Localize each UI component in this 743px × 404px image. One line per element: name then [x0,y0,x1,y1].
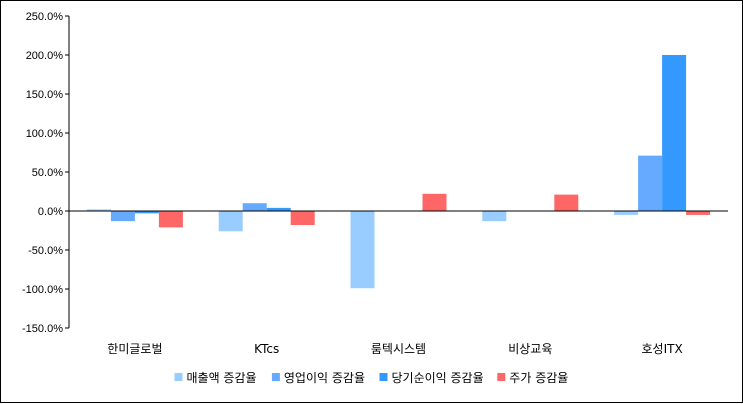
bar [290,211,315,226]
y-tick-label: 200.0% [26,50,64,62]
category-label: 호성ITX [642,342,683,356]
y-tick-label: 0.0% [38,206,63,218]
bar [662,55,687,211]
category-label: 한미글로벌 [107,342,162,356]
legend-label: 당기순이익 증감율 [392,371,484,385]
bar [110,211,135,222]
bar [686,211,711,215]
bar [482,211,507,222]
legend-label: 매출액 증감율 [187,371,257,385]
bar [158,211,183,228]
category-label: 비상교육 [508,342,552,356]
y-tick-label: -150.0% [22,323,63,335]
legend-swatch [497,373,506,381]
bar [638,155,663,211]
y-tick-label: 250.0% [26,11,64,23]
legend-swatch [379,373,388,381]
y-tick-label: 100.0% [26,128,64,140]
bar [350,211,375,289]
category-label: 룸텍시스템 [371,342,426,356]
y-axis-ticks: 250.0% 200.0% 150.0% 100.0% 50.0% 0.0% -50.0% -… [22,11,69,335]
legend-swatch [174,373,183,381]
bar [614,211,639,215]
category-label: KTcs [254,342,279,356]
legend-label: 영업이익 증감율 [284,371,365,385]
axes [68,16,728,328]
bar [422,193,447,211]
legend: 매출액 증감율 영업이익 증감율 당기순이익 증감율 주가 증감율 [174,371,568,385]
bar [134,211,159,214]
bar [86,209,111,211]
bar [554,194,579,211]
y-tick-label: -100.0% [22,284,63,296]
bars-group [86,55,711,289]
legend-label: 주가 증감율 [509,371,568,385]
bar [218,211,243,232]
category-labels: 한미글로벌 KTcs 룸텍시스템 비상교육 호성ITX [107,342,682,356]
y-tick-label: 150.0% [26,89,64,101]
y-tick-label: -50.0% [28,245,63,257]
legend-swatch [271,373,280,381]
bar [242,203,267,211]
bar [266,207,291,211]
y-tick-label: 50.0% [32,167,63,179]
